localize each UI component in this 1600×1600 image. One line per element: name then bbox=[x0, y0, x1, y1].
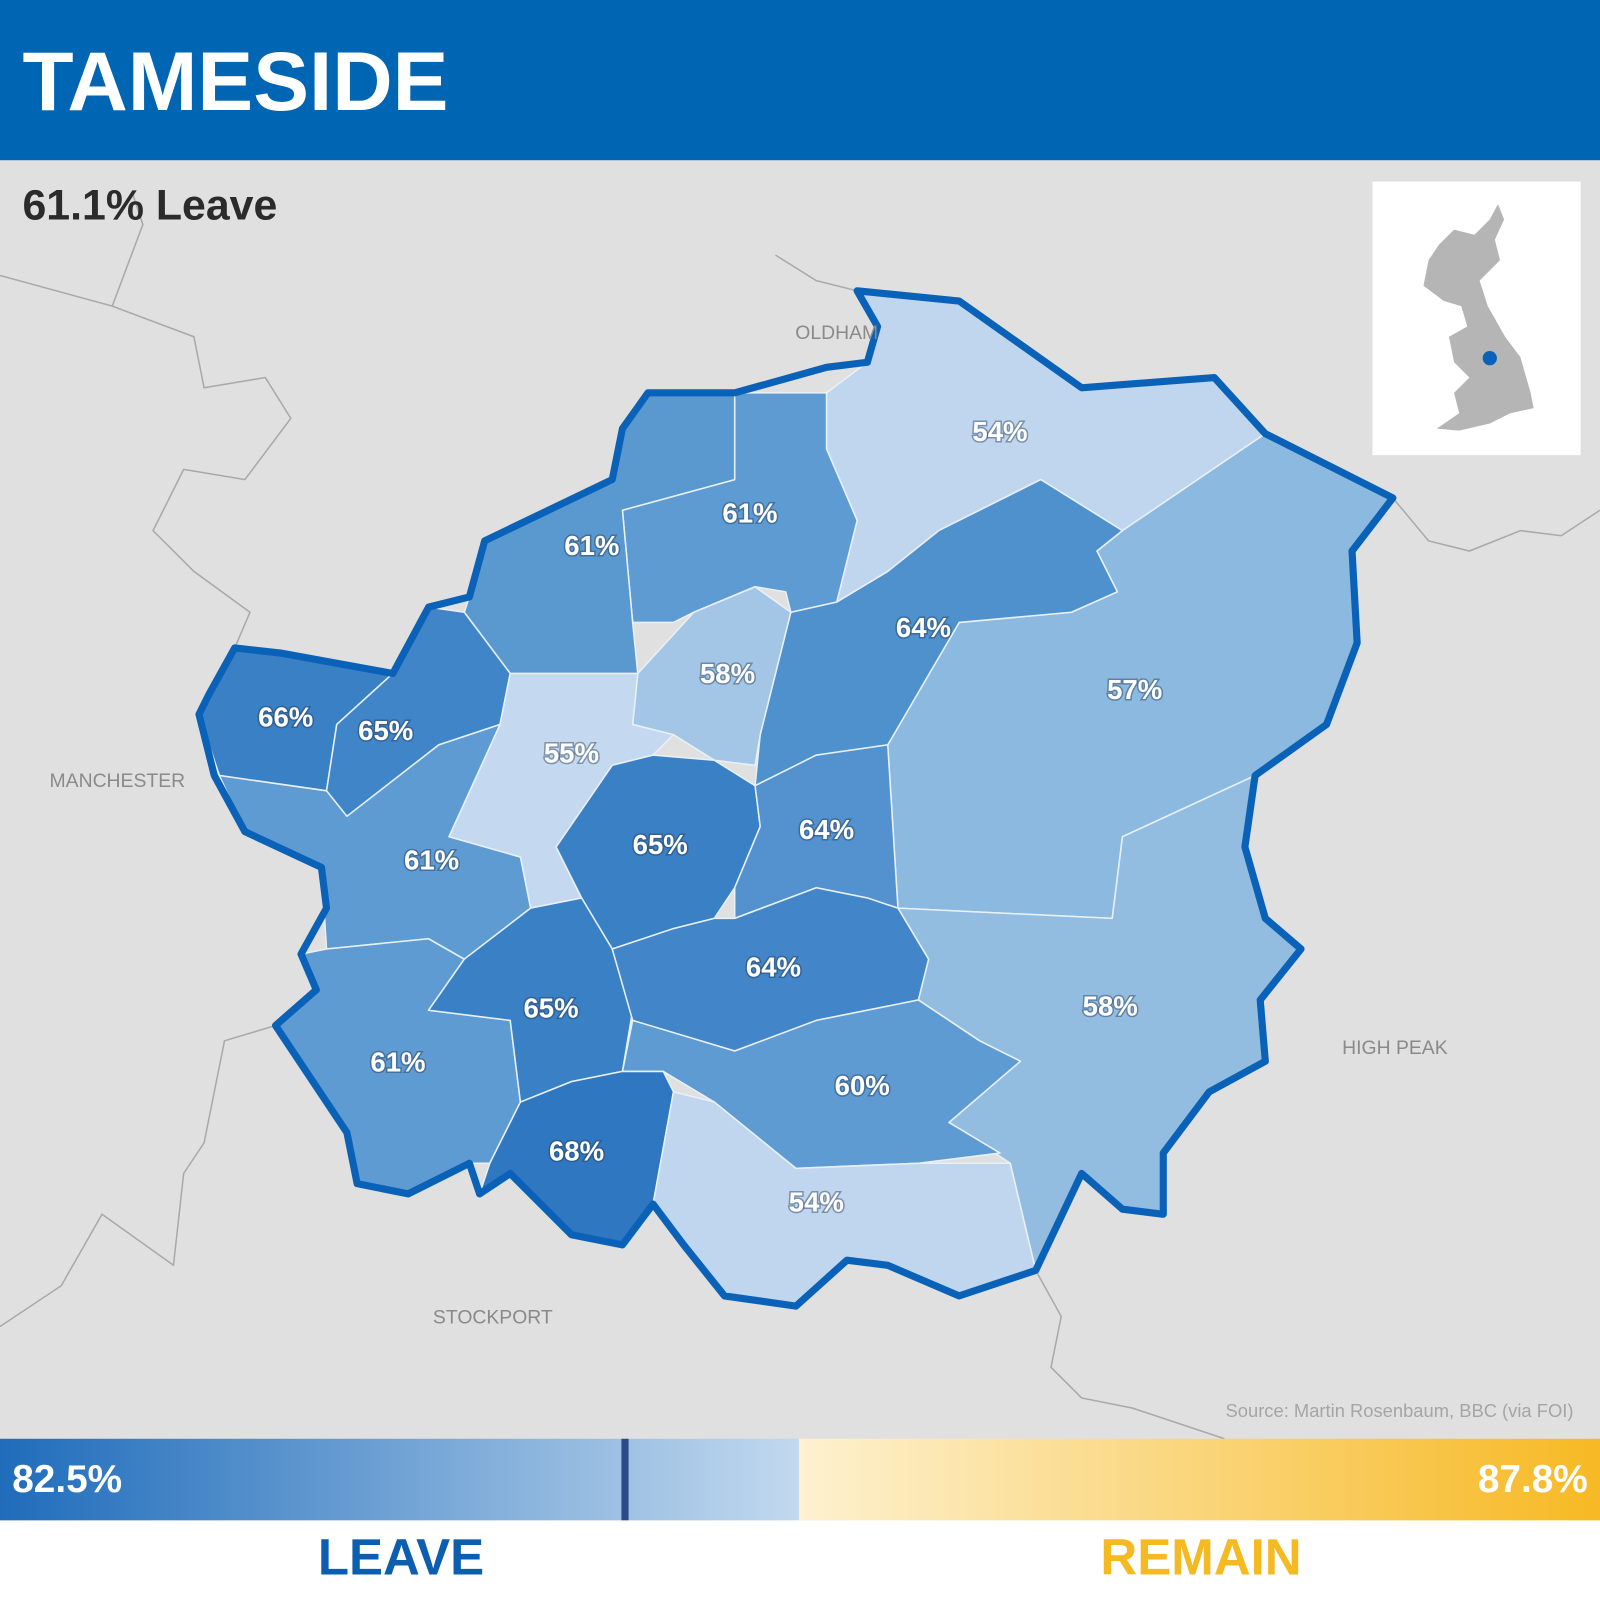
borough-outline bbox=[195, 287, 1397, 1310]
ward bbox=[621, 999, 1022, 1170]
place-label: MANCHESTER bbox=[50, 770, 186, 792]
ward-label: 61% bbox=[722, 498, 777, 529]
boundary bbox=[1035, 1270, 1225, 1440]
ward-label: 64% bbox=[746, 952, 801, 983]
place-label: OLDHAM bbox=[795, 322, 878, 344]
remain-label: REMAIN bbox=[1100, 1529, 1301, 1586]
ward-label: 60% bbox=[835, 1070, 890, 1101]
ward-label: 64% bbox=[799, 814, 854, 845]
ward-label: 61% bbox=[404, 845, 459, 876]
boundary bbox=[0, 1024, 276, 1328]
location-dot bbox=[1482, 351, 1497, 366]
leave-scale bbox=[0, 1438, 799, 1521]
place-label: HIGH PEAK bbox=[1342, 1037, 1448, 1059]
legend-footer bbox=[0, 1520, 1600, 1600]
ward-label: 54% bbox=[789, 1186, 844, 1217]
ward-label: 66% bbox=[258, 702, 313, 733]
remain-max-label: 87.8% bbox=[1478, 1458, 1588, 1501]
ward-label: 65% bbox=[358, 715, 413, 746]
ward-label: 61% bbox=[564, 530, 619, 561]
neighbour-boundaries bbox=[0, 193, 1600, 1440]
ward-label: 54% bbox=[972, 416, 1027, 447]
gb-outline bbox=[1423, 204, 1534, 431]
boundary bbox=[775, 254, 858, 292]
ward bbox=[555, 754, 761, 950]
ward bbox=[631, 585, 792, 767]
ward-label: 57% bbox=[1107, 674, 1162, 705]
ward-label: 55% bbox=[544, 737, 599, 768]
ward-layer bbox=[198, 290, 1394, 1307]
inset-map bbox=[1372, 181, 1581, 456]
ward-label: 65% bbox=[633, 829, 688, 860]
leave-max-label: 82.5% bbox=[12, 1458, 122, 1501]
ward-label: 58% bbox=[700, 658, 755, 689]
boundary bbox=[111, 305, 292, 649]
ward-label: 58% bbox=[1083, 990, 1138, 1021]
header-bar bbox=[0, 0, 1600, 161]
page-title: TAMESIDE bbox=[22, 34, 448, 128]
leave-label: LEAVE bbox=[318, 1529, 484, 1586]
boundary bbox=[0, 193, 144, 308]
ward-labels: 54% 57% 58% 64% 61% 61% 58% 66% 65% 55% 65% 64% 61% 6… bbox=[257, 414, 1164, 1218]
ward-label: 68% bbox=[549, 1135, 604, 1166]
subtitle: 61.1% Leave bbox=[22, 181, 277, 229]
ward-label: 64% bbox=[896, 612, 951, 643]
place-label: STOCKPORT bbox=[433, 1306, 553, 1328]
boundary bbox=[1392, 497, 1600, 552]
ward-label: 61% bbox=[370, 1047, 425, 1078]
source-note: Source: Martin Rosenbaum, BBC (via FOI) bbox=[1226, 1400, 1574, 1421]
ward-label: 65% bbox=[523, 992, 578, 1023]
result-marker bbox=[621, 1438, 629, 1521]
remain-scale bbox=[798, 1438, 1600, 1521]
